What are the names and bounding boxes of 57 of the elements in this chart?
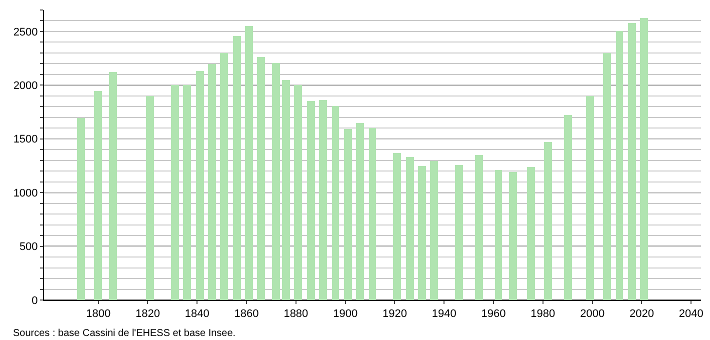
x-tick-label: 1860 (234, 308, 259, 320)
bar (245, 26, 253, 300)
bar (475, 155, 483, 300)
x-tick-label: 1880 (284, 308, 308, 320)
x-tick-label: 1840 (184, 308, 210, 320)
bar (418, 166, 426, 300)
bar (257, 57, 265, 300)
bar (369, 128, 376, 300)
bar (628, 23, 636, 300)
bar (527, 167, 535, 300)
bar (356, 123, 364, 300)
bar (109, 72, 117, 300)
bar (564, 115, 572, 300)
x-tick-label: 1900 (333, 308, 358, 320)
bar (319, 100, 327, 300)
bar (406, 157, 414, 300)
bar (586, 96, 594, 300)
bar (393, 153, 401, 300)
source-note: Sources : base Cassini de l'EHESS et base Insee. (13, 328, 236, 339)
bar (640, 18, 648, 300)
x-tick-label: 1980 (530, 308, 556, 320)
bar (220, 53, 228, 300)
bar (332, 106, 339, 300)
bar (94, 91, 102, 300)
bar (272, 63, 280, 300)
bar (495, 170, 502, 300)
bar (146, 96, 154, 300)
bar (430, 161, 438, 300)
y-tick-label: 1500 (13, 134, 38, 146)
bar (455, 165, 463, 300)
x-tick-label: 1820 (136, 308, 160, 320)
bar (509, 172, 517, 300)
x-tick-label: 2020 (629, 308, 654, 320)
bar (171, 85, 179, 300)
bar (616, 31, 623, 300)
y-tick-label: 500 (19, 241, 38, 254)
bar (208, 64, 216, 300)
bar (183, 85, 191, 300)
x-tick-label: 2040 (678, 308, 704, 320)
x-tick-label: 2000 (580, 308, 605, 320)
bar (344, 129, 352, 300)
x-tick-label: 1940 (432, 308, 456, 320)
bar (307, 101, 315, 300)
y-tick-label: 1000 (13, 187, 38, 200)
y-tick-label: 0 (32, 294, 38, 307)
x-tick-label: 1960 (481, 308, 506, 320)
bar (282, 80, 290, 300)
x-tick-label: 1920 (382, 308, 407, 320)
x-tick-label: 1800 (86, 308, 111, 320)
bar (603, 53, 611, 300)
y-tick-label: 2000 (13, 80, 38, 92)
bar (233, 36, 241, 300)
bar (77, 118, 85, 300)
y-tick-label: 2500 (13, 26, 38, 38)
bar (294, 85, 302, 300)
bar (196, 71, 204, 300)
bar (544, 142, 552, 300)
